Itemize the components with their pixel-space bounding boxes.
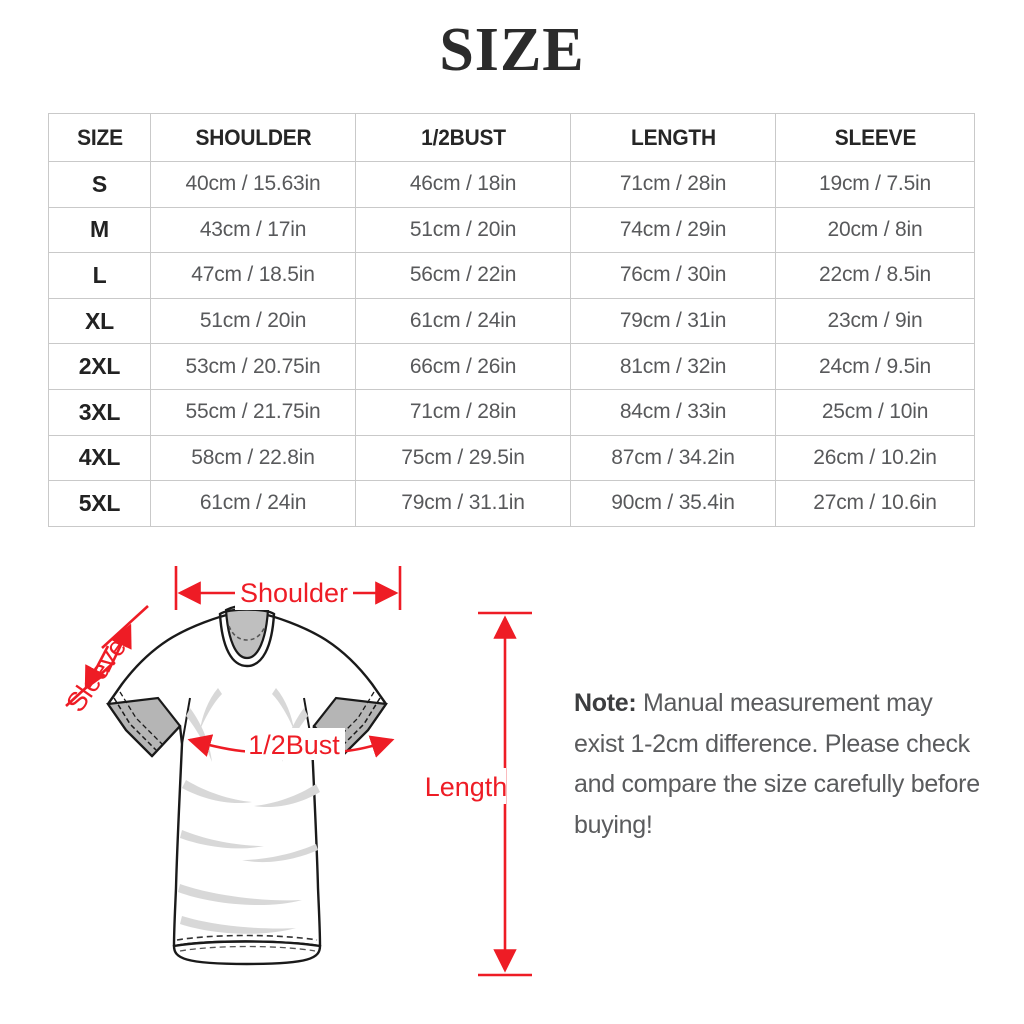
- table-body: S 40cm / 15.63in 46cm / 18in 71cm / 28in…: [48, 161, 975, 527]
- hem-stitch-line: [176, 934, 318, 941]
- cell-length: 90cm / 35.4in: [570, 480, 776, 527]
- tshirt-icon: [106, 604, 388, 966]
- cell-shoulder: 51cm / 20in: [150, 297, 356, 345]
- cell-shoulder: 47cm / 18.5in: [150, 252, 356, 299]
- cell-sleeve: 20cm / 8in: [775, 206, 975, 254]
- cell-size: M: [48, 206, 151, 254]
- cell-bust: 61cm / 24in: [355, 297, 571, 345]
- shoulder-label-bg: [235, 576, 353, 610]
- cell-bust: 79cm / 31.1in: [355, 480, 571, 527]
- table-row: L 47cm / 18.5in 56cm / 22in 76cm / 30in …: [48, 252, 975, 299]
- left-cuff-stitch: [113, 697, 157, 751]
- table-row: 5XL 61cm / 24in 79cm / 31.1in 90cm / 35.…: [48, 480, 975, 527]
- table-header-row: SIZE SHOULDER 1/2BUST LENGTH SLEEVE: [49, 113, 975, 162]
- column-header-size: SIZE: [51, 113, 148, 162]
- column-header-length: LENGTH: [577, 113, 769, 162]
- cell-bust: 51cm / 20in: [355, 206, 571, 254]
- left-cuff-stitch-2: [119, 691, 163, 745]
- note-label: Note:: [574, 689, 637, 717]
- cell-bust: 71cm / 28in: [355, 388, 571, 436]
- table-row: 3XL 55cm / 21.75in 71cm / 28in 84cm / 33…: [48, 388, 975, 436]
- cell-shoulder: 61cm / 24in: [150, 480, 356, 527]
- cell-shoulder: 58cm / 22.8in: [150, 434, 356, 482]
- column-header-shoulder: SHOULDER: [157, 113, 349, 162]
- cell-size: 2XL: [48, 343, 151, 390]
- tshirt-measurement-illustration: Shoulder Sleeve 1/2Bust Length: [60, 566, 532, 977]
- fabric-shading: [178, 688, 320, 934]
- table-row: XL 51cm / 20in 61cm / 24in 79cm / 31in 2…: [48, 297, 975, 345]
- cell-length: 76cm / 30in: [570, 252, 776, 299]
- shoulder-label: Shoulder: [240, 578, 348, 608]
- page-title: SIZE: [439, 16, 585, 84]
- note-block: Note: Manual measurement may exist 1-2cm…: [574, 683, 984, 845]
- table-row: 4XL 58cm / 22.8in 75cm / 29.5in 87cm / 3…: [48, 434, 975, 482]
- tshirt-body-outline: [106, 611, 388, 948]
- cell-sleeve: 23cm / 9in: [775, 297, 975, 345]
- cell-bust: 56cm / 22in: [355, 252, 571, 299]
- cell-size: 4XL: [48, 434, 151, 482]
- collar-stitch-line: [228, 625, 266, 641]
- cell-size: 3XL: [48, 388, 151, 436]
- cell-sleeve: 19cm / 7.5in: [775, 161, 975, 208]
- cell-length: 84cm / 33in: [570, 388, 776, 436]
- table-row: 2XL 53cm / 20.75in 66cm / 26in 81cm / 32…: [48, 343, 975, 390]
- right-cuff-stitch: [337, 697, 381, 751]
- cell-sleeve: 26cm / 10.2in: [775, 434, 975, 482]
- cell-sleeve: 27cm / 10.6in: [775, 480, 975, 527]
- hem-stitch-line-2: [179, 945, 316, 952]
- cell-length: 74cm / 29in: [570, 206, 776, 254]
- cell-size: S: [48, 161, 151, 208]
- cell-size: L: [48, 252, 151, 299]
- table-header: SIZE SHOULDER 1/2BUST LENGTH SLEEVE: [49, 113, 975, 162]
- measurement-diagram: Shoulder Sleeve 1/2Bust Length: [0, 548, 1024, 1024]
- cell-sleeve: 22cm / 8.5in: [775, 252, 975, 299]
- tshirt-left-cuff: [106, 696, 182, 758]
- sleeve-arrow-lower: [84, 645, 110, 691]
- cell-shoulder: 43cm / 17in: [150, 206, 356, 254]
- cell-length: 81cm / 32in: [570, 343, 776, 390]
- cell-bust: 46cm / 18in: [355, 161, 571, 208]
- bust-label: 1/2Bust: [248, 730, 340, 760]
- cell-bust: 75cm / 29.5in: [355, 434, 571, 482]
- cell-shoulder: 53cm / 20.75in: [150, 343, 356, 390]
- cell-sleeve: 25cm / 10in: [775, 388, 975, 436]
- table-row: S 40cm / 15.63in 46cm / 18in 71cm / 28in…: [48, 161, 975, 208]
- column-header-bust: 1/2BUST: [362, 113, 564, 162]
- column-header-sleeve: SLEEVE: [781, 113, 968, 162]
- tshirt-hem: [172, 940, 322, 966]
- cell-length: 71cm / 28in: [570, 161, 776, 208]
- left-armhole-seam: [181, 697, 191, 745]
- cell-sleeve: 24cm / 9.5in: [775, 343, 975, 390]
- cell-shoulder: 55cm / 21.75in: [150, 388, 356, 436]
- cell-size: XL: [48, 297, 151, 345]
- cell-size: 5XL: [48, 480, 151, 527]
- table-row: M 43cm / 17in 51cm / 20in 74cm / 29in 20…: [48, 206, 975, 254]
- size-chart-table-container: SIZE SHOULDER 1/2BUST LENGTH SLEEVE S 40…: [48, 113, 975, 527]
- length-label-bg: [426, 768, 506, 804]
- cell-length: 87cm / 34.2in: [570, 434, 776, 482]
- bust-label-bg: [245, 728, 345, 760]
- cell-length: 79cm / 31in: [570, 297, 776, 345]
- cell-bust: 66cm / 26in: [355, 343, 571, 390]
- sleeve-arrow-upper: [106, 623, 132, 673]
- note-text: Manual measurement may exist 1-2cm diffe…: [574, 689, 980, 839]
- cell-shoulder: 40cm / 15.63in: [150, 161, 356, 208]
- right-cuff-stitch-2: [331, 691, 375, 745]
- size-chart-table: SIZE SHOULDER 1/2BUST LENGTH SLEEVE S 40…: [48, 113, 975, 527]
- length-label: Length: [425, 772, 508, 802]
